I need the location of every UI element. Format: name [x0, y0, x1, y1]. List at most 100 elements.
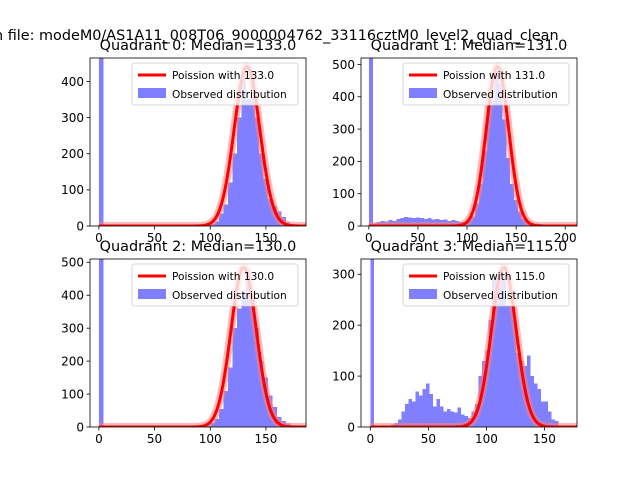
histogram-bar [544, 401, 548, 427]
histogram-bar [370, 259, 374, 427]
histogram-bar [506, 304, 510, 427]
y-tick-label: 0 [76, 219, 84, 233]
histogram-bar [245, 99, 251, 226]
y-tick-label: 500 [61, 256, 84, 270]
axes-frame [360, 57, 578, 227]
y-tick-label: 400 [61, 75, 84, 89]
histogram-bar [443, 411, 447, 427]
subplot-quadrant-3: 0 50 100 150 0 100 200 300 Quadrant 3: Median=11… [332, 239, 578, 446]
legend-box [402, 62, 570, 106]
histogram-bar [506, 158, 511, 226]
subplot-title: Quadrant 0: Median=133.0 [100, 38, 297, 54]
histogram-bar [268, 198, 273, 226]
histogram-bar [236, 117, 242, 226]
histogram-bar [530, 376, 535, 427]
histogram-bar [474, 203, 479, 226]
subplot-quadrant-0: 0 50 100 150 0 100 200 300 400 Quadrant 0: Median… [61, 38, 307, 245]
legend-box [402, 263, 570, 307]
legend-curve-label: Poission with 133.0 [172, 70, 274, 82]
poisson-curve [369, 265, 577, 427]
x-tick-label: 0 [95, 432, 103, 446]
histogram-bar [470, 216, 475, 226]
histogram-bar [534, 383, 538, 427]
histogram-bar [219, 408, 224, 427]
x-tick-label: 150 [505, 231, 528, 245]
histogram-bar [245, 268, 251, 427]
y-tick-label: 100 [61, 387, 84, 401]
histogram-bar [408, 399, 413, 427]
histogram-bar [453, 412, 458, 427]
x-tick-label: 150 [254, 432, 277, 446]
histogram-bar [541, 401, 545, 427]
histogram-bar [263, 179, 269, 226]
histogram-bar [98, 58, 104, 226]
histogram-bar [214, 418, 220, 427]
histogram-bar [429, 393, 433, 427]
histogram-bar [241, 291, 246, 427]
histogram-bar [518, 211, 523, 226]
subplots: 0 50 100 150 0 100 200 300 400 Quadrant 0: Median… [61, 38, 578, 446]
histogram-bar [368, 58, 373, 226]
figure-suptitle: n file: modeM0/AS1A11_008T06_9000004762_… [0, 28, 559, 44]
y-tick-label: 200 [332, 318, 355, 332]
y-tick-label: 200 [61, 354, 84, 368]
legend-hist-swatch [138, 289, 166, 299]
legend: Poission with 115.0 Observed distribution [402, 263, 570, 307]
histogram-bar [219, 213, 224, 226]
histogram-bar [259, 361, 264, 427]
plot-area [95, 259, 306, 427]
x-tick-label: 0 [366, 432, 374, 446]
axes-frame [89, 57, 307, 227]
histogram-bar [214, 221, 220, 226]
histogram-bar [98, 259, 104, 427]
histogram-bar [514, 200, 519, 226]
histogram-bar [228, 367, 233, 427]
histogram-bar [232, 153, 237, 226]
histogram-bar [547, 411, 552, 427]
histogram-bar [490, 100, 495, 226]
histogram-bar [478, 184, 483, 226]
histogram-bar [404, 216, 409, 226]
legend-hist-swatch [409, 289, 437, 299]
x-tick-label: 200 [554, 231, 577, 245]
histogram-bar [494, 70, 499, 226]
legend-hist-label: Observed distribution [172, 290, 287, 302]
histogram-bar [499, 279, 503, 427]
legend-curve-label: Poission with 130.0 [172, 271, 274, 283]
histogram-bar [223, 204, 229, 226]
histogram-bar [236, 308, 242, 427]
y-tick-label: 100 [332, 187, 355, 201]
histogram-bar [408, 217, 413, 226]
histogram-bar [495, 276, 500, 427]
histogram-bar [502, 274, 507, 427]
y-tick-label: 300 [61, 321, 84, 335]
histogram-bar [513, 320, 517, 427]
x-tick-label: 100 [199, 231, 222, 245]
histogram-bar [415, 217, 420, 226]
histogram-bar [450, 411, 454, 427]
y-tick-label: 100 [332, 369, 355, 383]
histogram-bar [228, 182, 233, 226]
legend: Poission with 133.0 Observed distribution [131, 62, 299, 106]
histogram-bar [516, 353, 521, 427]
histogram-bar [426, 383, 430, 427]
histogram-bar [485, 350, 489, 427]
subplot-quadrant-2: 0 50 100 150 0 100 200 300 400 500 Quadrant 2: Med… [61, 239, 307, 446]
histogram-bar [502, 119, 507, 226]
histogram-bar [250, 298, 255, 427]
y-tick-label: 0 [347, 219, 355, 233]
histogram-bar [250, 77, 255, 226]
y-tick-label: 300 [332, 122, 355, 136]
legend: Poission with 130.0 Observed distribution [131, 263, 299, 307]
y-tick-label: 200 [61, 147, 84, 161]
legend-box [131, 263, 299, 307]
subplot-title: Quadrant 2: Median=130.0 [100, 239, 297, 255]
y-tick-label: 200 [332, 155, 355, 169]
legend-hist-swatch [138, 88, 166, 98]
histogram-bar [537, 388, 541, 427]
histogram-bar [400, 217, 405, 226]
x-tick-label: 50 [147, 432, 162, 446]
legend-hist-swatch [409, 88, 437, 98]
histogram-bar [433, 406, 437, 427]
